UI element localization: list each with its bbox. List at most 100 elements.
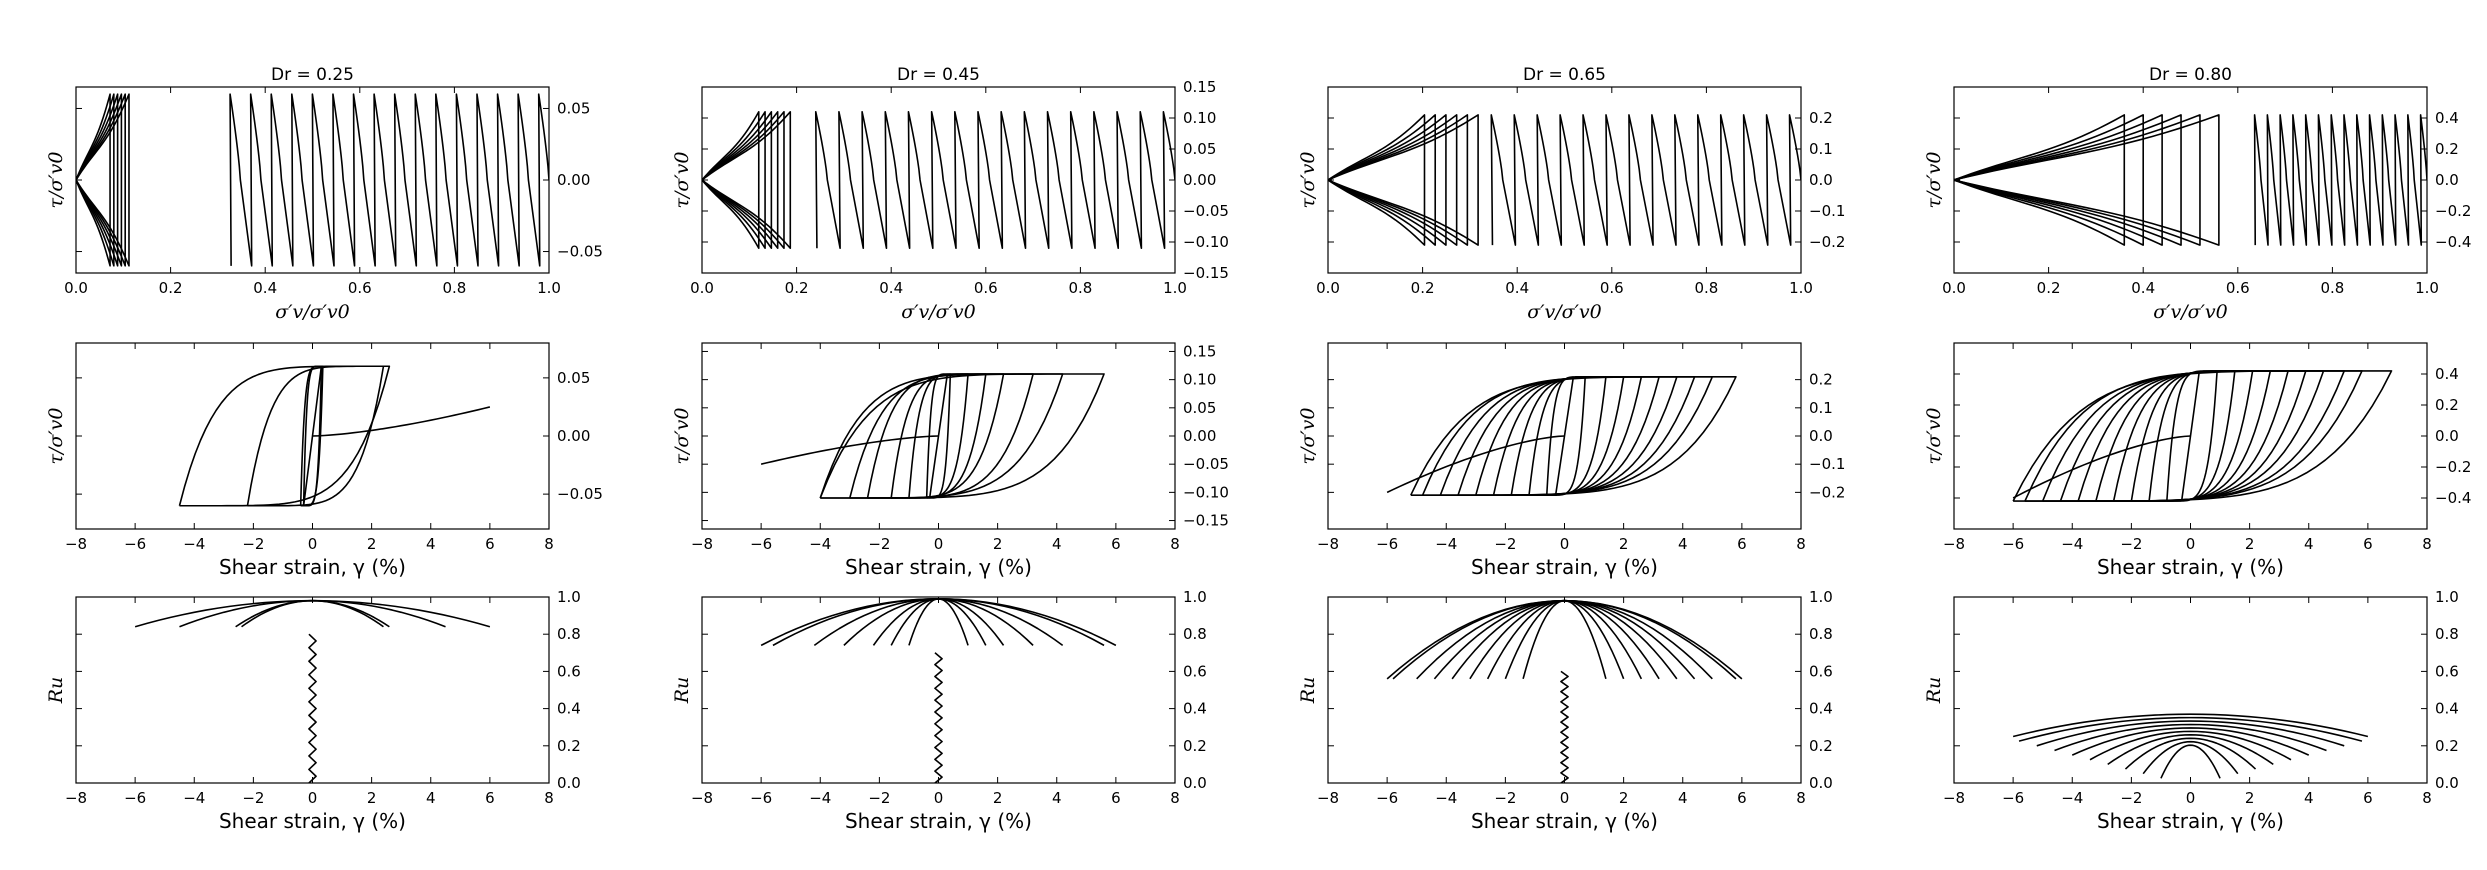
- y-tick-label: 0.8: [2435, 625, 2459, 643]
- panel-r3-c2: −8 −6 −4 −2 0 2 4 6 80.0 0.2 0.4 0.6 0.8 1.0 Shear str…: [671, 588, 1207, 833]
- x-axis-label: σ′v/σ′v0: [275, 301, 350, 323]
- plot-area: [760, 373, 1105, 499]
- y-tick-label: 0.6: [557, 662, 581, 680]
- y-tick-label: 0.0: [1809, 774, 1833, 792]
- x-tick-label: 2: [2245, 789, 2255, 807]
- panel-r3-c4: −8 −6 −4 −2 0 2 4 6 80.0 0.2 0.4 0.6 0.8 1.0 Shear str…: [1923, 588, 2459, 833]
- pore-pressure-fan: [2089, 730, 2292, 761]
- stress-path-curve: [1490, 114, 1801, 246]
- y-tick-label: 0.4: [1183, 700, 1207, 718]
- x-tick-label: −4: [183, 535, 205, 553]
- x-tick-label: 1.0: [1163, 279, 1187, 297]
- x-tick-label: 0.2: [785, 279, 809, 297]
- hysteresis-loop: [1475, 376, 1660, 496]
- hysteresis-loop: [2059, 370, 2325, 502]
- plot-area: [702, 111, 1175, 249]
- y-tick-label: 0.2: [557, 737, 581, 755]
- x-tick-label: 0: [308, 535, 318, 553]
- x-tick-label: −4: [1435, 535, 1457, 553]
- stress-path-butterfly: [76, 93, 111, 267]
- hysteresis-loop: [849, 373, 1034, 499]
- y-tick-label: 0.00: [557, 427, 590, 445]
- y-tick-label: 0.2: [1183, 737, 1207, 755]
- pore-pressure-arch: [134, 599, 491, 628]
- hysteresis-loop: [2166, 370, 2218, 502]
- y-axis-label: τ/σ′v0: [45, 407, 67, 464]
- hysteresis-loop: [1528, 376, 1607, 496]
- y-axis-label: τ/σ′v0: [671, 151, 693, 208]
- axes-frame: [75, 596, 550, 784]
- x-axis-label: σ′v/σ′v0: [901, 301, 976, 323]
- y-tick-label: 0.10: [1183, 371, 1216, 389]
- x-tick-label: 0: [1560, 535, 1570, 553]
- y-tick-label: 0.0: [2435, 171, 2459, 189]
- x-tick-label: 4: [1678, 789, 1688, 807]
- pore-pressure-stem: [1560, 670, 1569, 783]
- y-tick-label: −0.05: [1183, 455, 1229, 473]
- x-tick-label: 0: [934, 535, 944, 553]
- pore-pressure-fan: [2018, 716, 2363, 742]
- x-tick-label: −8: [65, 535, 87, 553]
- x-axis-label: Shear strain, γ (%): [845, 809, 1032, 833]
- x-tick-label: 4: [2304, 789, 2314, 807]
- y-tick-label: 0.4: [2435, 700, 2459, 718]
- y-tick-label: 0.4: [2435, 365, 2459, 383]
- y-tick-label: 0.8: [1183, 625, 1207, 643]
- x-tick-label: 0.4: [1505, 279, 1529, 297]
- x-tick-label: 6: [2363, 789, 2373, 807]
- hysteresis-loop: [1545, 376, 1586, 496]
- stress-path-butterfly: [702, 111, 760, 249]
- x-tick-label: 4: [1052, 789, 1062, 807]
- x-tick-label: −2: [868, 789, 890, 807]
- y-tick-label: −0.15: [1183, 512, 1229, 530]
- y-tick-label: 0.1: [1809, 140, 1833, 158]
- x-tick-label: −4: [2061, 535, 2083, 553]
- x-tick-label: −4: [183, 789, 205, 807]
- pore-pressure-arch: [1451, 599, 1678, 680]
- panel-title: Dr = 0.65: [1523, 65, 1606, 85]
- hysteresis-loop: [1457, 376, 1678, 496]
- y-axis-label: τ/σ′v0: [1923, 407, 1945, 464]
- stress-path-butterfly: [1954, 114, 2126, 246]
- y-tick-label: 0.05: [1183, 399, 1216, 417]
- x-tick-label: 0.0: [1942, 279, 1966, 297]
- hysteresis-loop: [1492, 376, 1643, 496]
- x-tick-label: −6: [750, 789, 772, 807]
- x-tick-label: 0.8: [2320, 279, 2344, 297]
- pore-pressure-arch: [760, 598, 1117, 647]
- x-tick-label: 2: [367, 789, 377, 807]
- pore-pressure-stem: [308, 633, 317, 783]
- stress-strain-final: [312, 406, 491, 437]
- y-tick-label: −0.2: [1809, 233, 1845, 251]
- hysteresis-loop: [2112, 370, 2272, 502]
- x-tick-label: 8: [1170, 789, 1180, 807]
- x-tick-label: −2: [1494, 789, 1516, 807]
- x-tick-label: 6: [1111, 789, 1121, 807]
- hysteresis-loop: [178, 365, 391, 507]
- y-tick-label: 1.0: [1809, 588, 1833, 606]
- x-tick-label: 0.2: [1411, 279, 1435, 297]
- hysteresis-loop: [819, 373, 1105, 499]
- x-tick-label: 0: [308, 789, 318, 807]
- stress-path-butterfly: [76, 93, 119, 267]
- x-tick-label: −2: [868, 535, 890, 553]
- x-tick-label: −4: [809, 789, 831, 807]
- x-tick-label: 6: [2363, 535, 2373, 553]
- pore-pressure-stem: [934, 652, 943, 783]
- y-tick-label: −0.05: [557, 243, 603, 261]
- y-tick-label: 1.0: [2435, 588, 2459, 606]
- x-axis-label: σ′v/σ′v0: [2153, 301, 2228, 323]
- x-tick-label: −8: [1943, 789, 1965, 807]
- x-tick-label: 1.0: [537, 279, 561, 297]
- y-axis-label: Ru: [671, 677, 693, 705]
- panel-r2-c4: −8 −6 −4 −2 0 2 4 6 8 −0.4 −0.2 0.0 0.2 0.4 Shear stra…: [1923, 342, 2471, 579]
- x-tick-label: −8: [691, 789, 713, 807]
- x-tick-label: 2: [1619, 789, 1629, 807]
- y-axis-label: τ/σ′v0: [671, 407, 693, 464]
- x-tick-label: 4: [426, 789, 436, 807]
- stress-path-butterfly: [76, 93, 115, 267]
- x-tick-label: 0: [934, 789, 944, 807]
- x-tick-label: 8: [544, 535, 554, 553]
- x-tick-label: 6: [1737, 535, 1747, 553]
